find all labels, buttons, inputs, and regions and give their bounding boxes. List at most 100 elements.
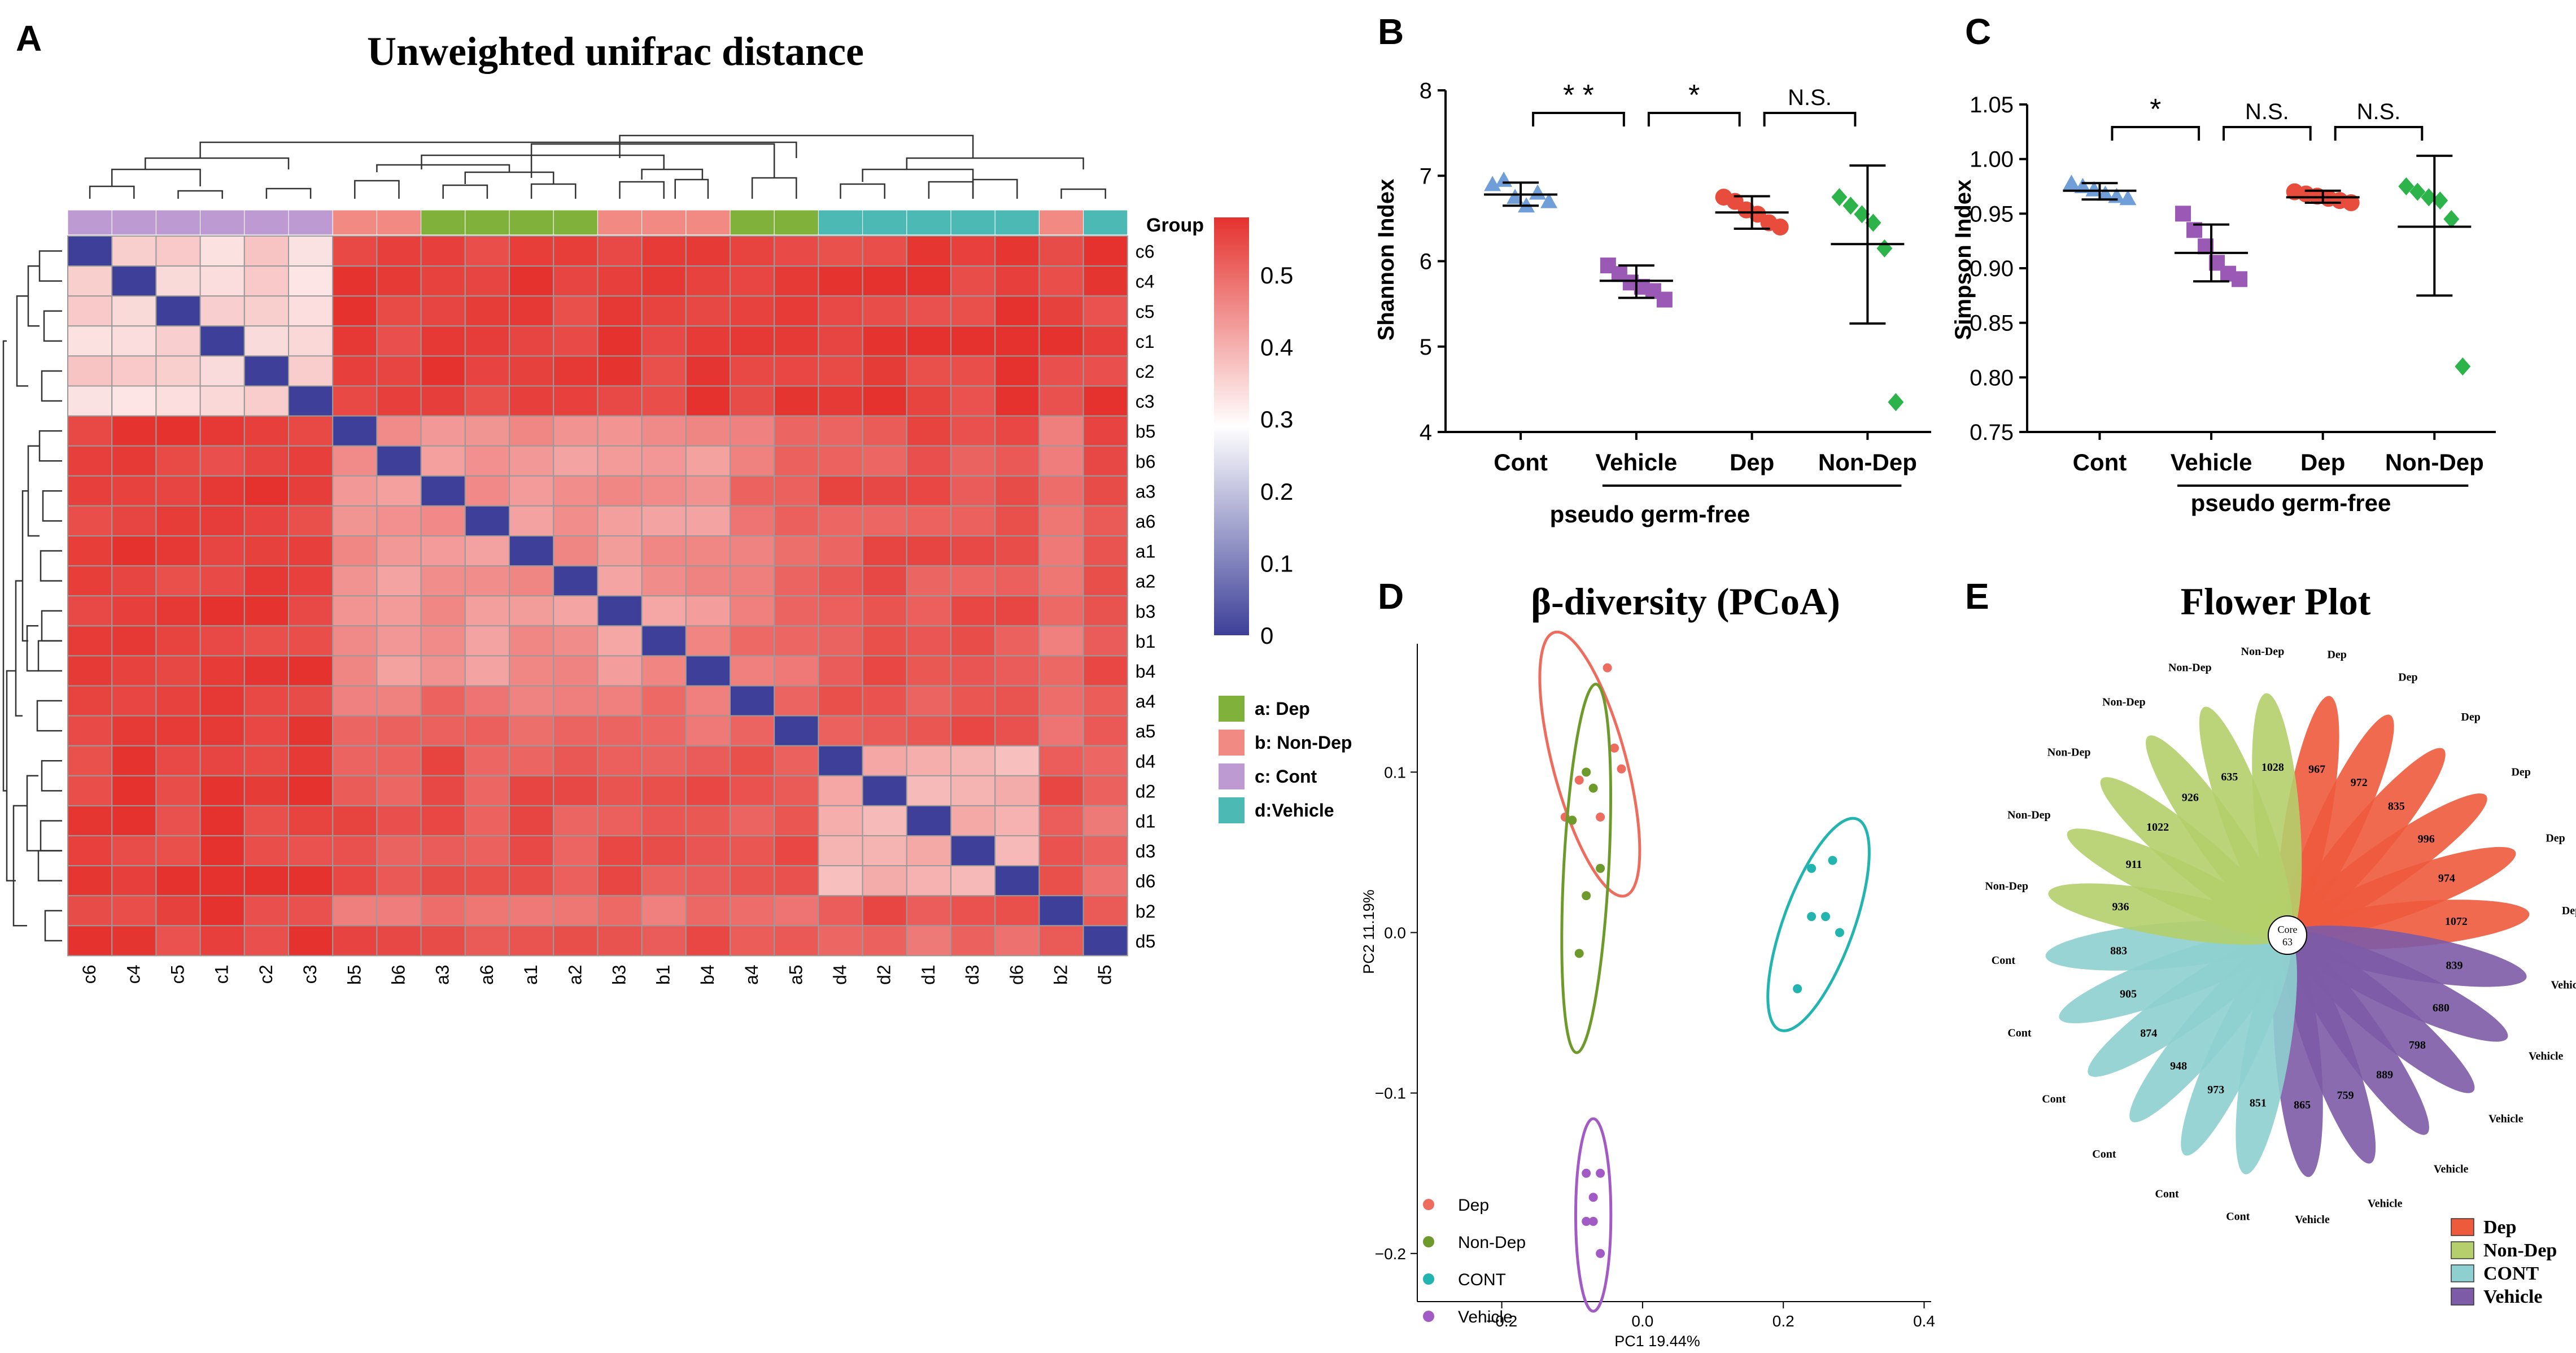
heatmap-cell bbox=[641, 535, 687, 567]
heatmap-cell bbox=[464, 295, 510, 327]
dendrogram-link bbox=[145, 157, 290, 169]
heatmap-cell bbox=[111, 565, 157, 597]
data-point bbox=[1540, 193, 1558, 208]
heatmap-cell bbox=[155, 415, 201, 447]
heatmap-cell bbox=[376, 385, 422, 417]
heatmap-cell bbox=[332, 655, 378, 687]
heatmap-cell bbox=[243, 355, 289, 387]
heatmap-cell bbox=[774, 685, 819, 717]
heatmap-row-label: b2 bbox=[1136, 901, 1156, 922]
heatmap-cell bbox=[553, 265, 599, 297]
petal-value: 911 bbox=[2126, 858, 2142, 871]
heatmap-cell bbox=[730, 595, 775, 627]
flower-petal bbox=[2287, 926, 2527, 987]
petal-value: 851 bbox=[2250, 1097, 2267, 1109]
y-tick-label: 6 bbox=[1420, 250, 1432, 274]
heatmap-cell bbox=[464, 715, 510, 747]
heatmap-cell bbox=[774, 295, 819, 327]
data-point bbox=[1821, 912, 1831, 922]
data-point bbox=[1588, 1216, 1598, 1226]
heatmap-row-label: a3 bbox=[1136, 481, 1156, 501]
heatmap-cell bbox=[1082, 895, 1128, 927]
heatmap-cell bbox=[1038, 445, 1084, 477]
heatmap-cell bbox=[243, 565, 289, 597]
heatmap-cell bbox=[464, 595, 510, 627]
heatmap-cell bbox=[155, 925, 201, 957]
heatmap-cell bbox=[950, 775, 996, 806]
heatmap-cell bbox=[243, 775, 289, 806]
petal-label: Vehicle bbox=[2295, 1214, 2330, 1226]
heatmap-cell bbox=[818, 805, 863, 837]
significance-label: N.S. bbox=[2357, 99, 2401, 124]
data-point bbox=[1495, 171, 1513, 187]
heatmap-cell bbox=[906, 685, 952, 717]
petal-label: Non-Dep bbox=[2168, 661, 2212, 674]
heatmap-cell bbox=[641, 445, 687, 477]
x-tick-label: 0.2 bbox=[1772, 1312, 1795, 1330]
dendrogram-link bbox=[37, 640, 62, 672]
heatmap-cell bbox=[641, 565, 687, 597]
heatmap-cell bbox=[509, 685, 555, 717]
heatmap-cell bbox=[155, 655, 201, 687]
heatmap-cell bbox=[730, 805, 775, 837]
heatmap-cell bbox=[509, 565, 555, 597]
heatmap-cell bbox=[67, 805, 113, 837]
y-tick-label: 4 bbox=[1420, 420, 1432, 445]
petal-value: 759 bbox=[2337, 1089, 2354, 1102]
petal-value: 974 bbox=[2438, 872, 2455, 884]
heatmap-cell bbox=[862, 595, 907, 627]
heatmap-cell bbox=[464, 895, 510, 927]
heatmap-col-label: a1 bbox=[521, 964, 541, 985]
heatmap-cell bbox=[199, 355, 245, 387]
heatmap-cell bbox=[597, 595, 643, 627]
heatmap-cell bbox=[199, 505, 245, 537]
heatmap-cell bbox=[906, 355, 952, 387]
dendrogram-link bbox=[38, 430, 62, 462]
heatmap-cell bbox=[288, 535, 334, 567]
petal-label: Dep bbox=[2562, 905, 2576, 917]
dendrogram-link bbox=[41, 610, 62, 642]
heatmap-cell bbox=[464, 655, 510, 687]
heatmap-cell bbox=[862, 715, 907, 747]
pcoa-ylabel: PC2 11.19% bbox=[1360, 889, 1377, 974]
flower-panel: Flower Plot 967 Dep 972 Dep 835 Dep 996 Dep 974 D… bbox=[1985, 580, 2576, 1307]
simpson-plot: 0.75 0.80 0.85 0.90 0.95 1.00 1.05 Cont Vehicle D… bbox=[1970, 93, 2496, 487]
heatmap-cell bbox=[994, 625, 1040, 657]
heatmap-cell bbox=[553, 895, 599, 927]
heatmap-cell bbox=[1082, 835, 1128, 867]
heatmap-cell bbox=[641, 595, 687, 627]
data-point bbox=[1843, 197, 1859, 215]
heatmap-cell bbox=[685, 505, 731, 537]
heatmap-cell bbox=[730, 775, 775, 806]
heatmap-cell bbox=[420, 685, 466, 717]
heatmap-cell bbox=[1038, 895, 1084, 927]
petal-value: 972 bbox=[2351, 776, 2368, 789]
heatmap-cell bbox=[553, 475, 599, 507]
heatmap-cell bbox=[774, 415, 819, 447]
heatmap-cell bbox=[730, 565, 775, 597]
data-point bbox=[1617, 764, 1626, 774]
data-point bbox=[1507, 189, 1524, 204]
heatmap-cell bbox=[774, 595, 819, 627]
heatmap-cell bbox=[950, 505, 996, 537]
heatmap-cell bbox=[641, 295, 687, 327]
simpson-group-label: pseudo germ-free bbox=[2191, 490, 2391, 516]
heatmap-cell bbox=[818, 295, 863, 327]
dendrogram-link bbox=[619, 181, 665, 199]
heatmap-cell bbox=[553, 595, 599, 627]
heatmap-cell bbox=[288, 685, 334, 717]
heatmap-col-label: d1 bbox=[918, 964, 938, 985]
heatmap-cell bbox=[243, 235, 289, 267]
heatmap-cell bbox=[111, 415, 157, 447]
heatmap-cell bbox=[906, 715, 952, 747]
heatmap-cell bbox=[199, 325, 245, 357]
heatmap-cell bbox=[332, 835, 378, 867]
legend-marker bbox=[1423, 1273, 1434, 1285]
petal-value: 1072 bbox=[2445, 915, 2468, 928]
heatmap-cell bbox=[509, 445, 555, 477]
group-bar-cell bbox=[288, 210, 333, 235]
heatmap-cell bbox=[376, 415, 422, 447]
heatmap-cell bbox=[950, 415, 996, 447]
heatmap-cell bbox=[376, 595, 422, 627]
heatmap-cell bbox=[155, 745, 201, 776]
